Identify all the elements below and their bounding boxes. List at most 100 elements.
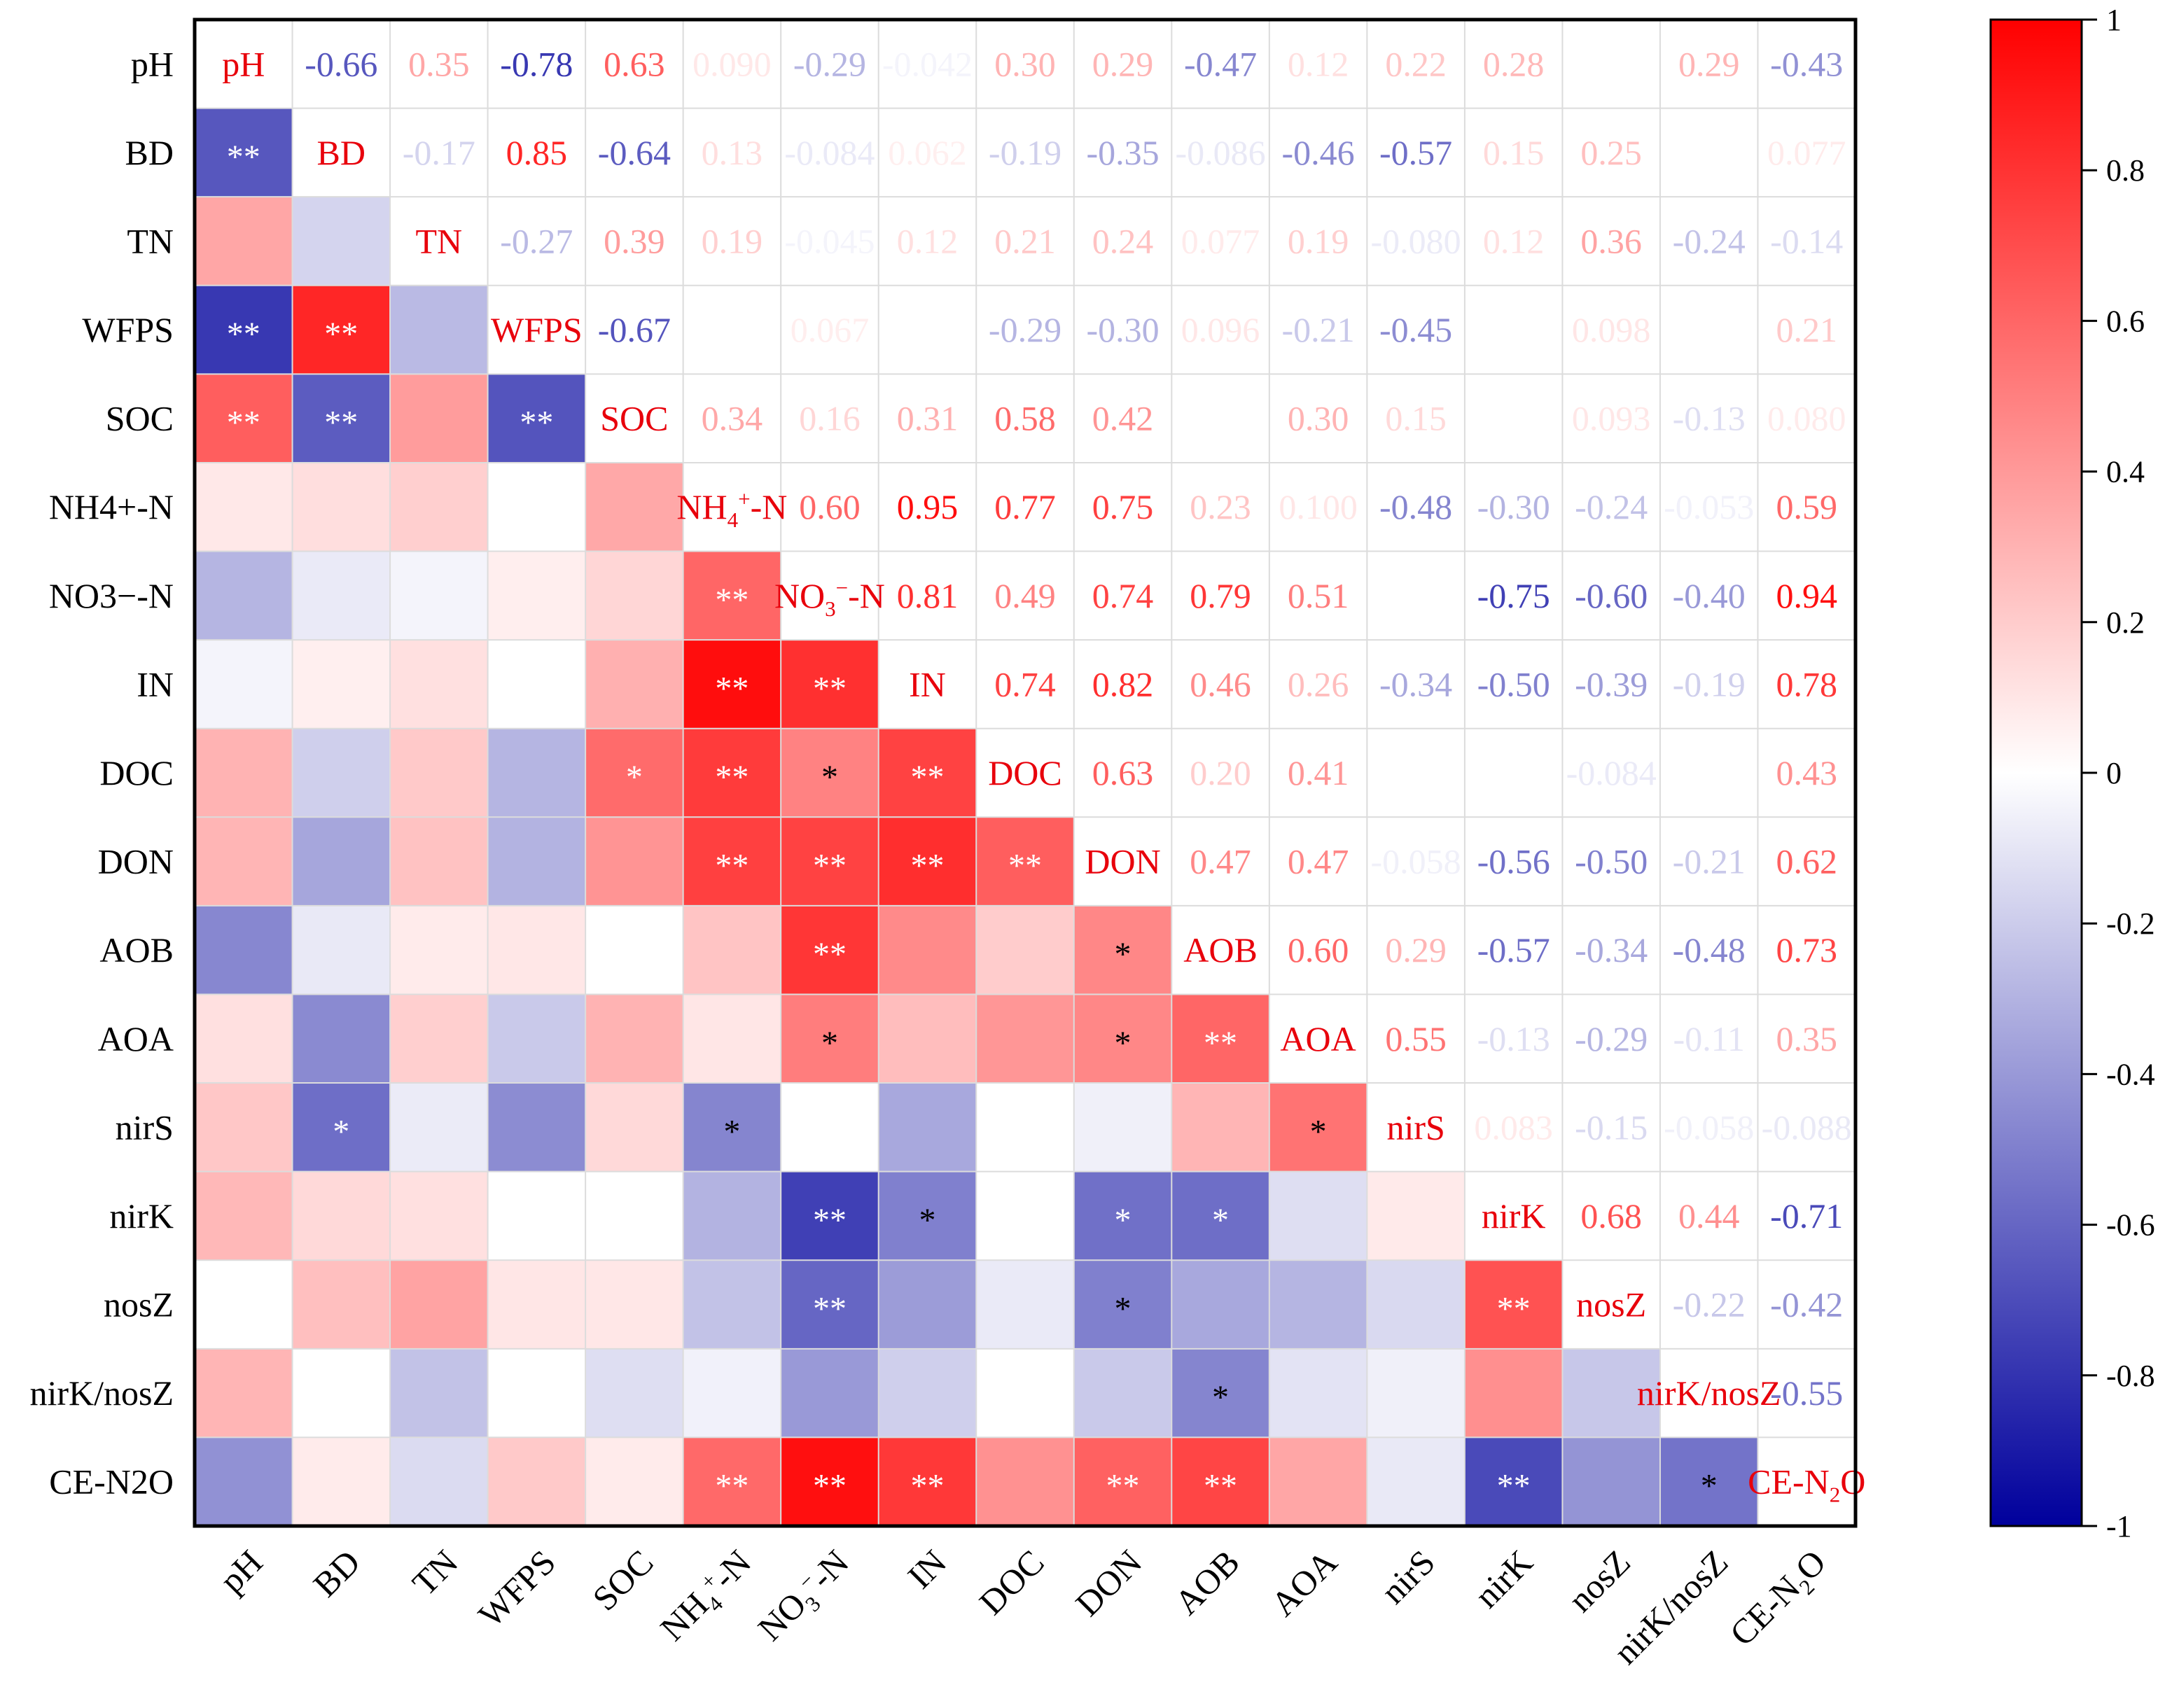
correlation-value: 0.098	[1572, 310, 1651, 349]
correlation-value: -0.058	[1371, 842, 1461, 881]
heatmap-cell	[878, 728, 977, 818]
heatmap-cell	[292, 905, 391, 995]
diagonal-label: nosZ	[1576, 1285, 1646, 1324]
significance-marker: **	[715, 670, 749, 707]
heatmap-cell	[292, 817, 391, 906]
heatmap-cell	[1269, 1260, 1367, 1350]
heatmap-cell	[1367, 1260, 1466, 1350]
heatmap-cell	[195, 462, 293, 552]
correlation-value: -0.19	[1673, 664, 1746, 704]
heatmap-cell	[390, 1083, 489, 1172]
y-tick-label: DON	[98, 842, 174, 881]
heatmap-cell	[1073, 994, 1172, 1084]
correlation-value: 0.78	[1776, 664, 1837, 704]
diagonal-label: BD	[317, 133, 366, 172]
heatmap-cell	[976, 994, 1075, 1084]
x-tick-label: nirK	[1467, 1542, 1540, 1615]
heatmap-cell	[195, 108, 293, 197]
heatmap-cell	[1367, 1171, 1466, 1261]
significance-marker: *	[1115, 936, 1132, 973]
correlation-value: -0.29	[989, 310, 1061, 349]
correlation-value: -0.56	[1477, 842, 1550, 881]
correlation-value: 0.30	[1288, 399, 1349, 438]
y-tick-label: nosZ	[104, 1285, 174, 1324]
heatmap-cell	[390, 817, 489, 906]
correlation-value: 0.19	[1288, 221, 1349, 260]
correlation-value: 0.067	[791, 310, 870, 349]
heatmap-cell	[781, 1348, 879, 1438]
significance-marker: **	[1497, 1468, 1531, 1505]
heatmap-cell	[292, 1437, 391, 1527]
correlation-value: 0.083	[1474, 1107, 1553, 1147]
correlation-value: -0.42	[1770, 1285, 1843, 1324]
x-tick-label: NO3−-N	[750, 1541, 861, 1652]
heatmap-cell	[1367, 1348, 1466, 1438]
significance-marker: **	[813, 936, 847, 973]
correlation-value: -0.48	[1673, 930, 1746, 969]
colorbar-tick-label: -0.8	[2106, 1359, 2155, 1393]
heatmap-cell	[1171, 1437, 1270, 1527]
heatmap-cell	[195, 640, 293, 729]
correlation-value: 0.44	[1678, 1196, 1740, 1236]
y-tick-label: SOC	[106, 399, 174, 438]
correlation-value: 0.62	[1776, 842, 1837, 881]
significance-marker: *	[1310, 1113, 1327, 1150]
correlation-value: -0.35	[1086, 133, 1159, 172]
significance-marker: **	[1008, 848, 1042, 885]
heatmap-cell	[292, 640, 391, 729]
correlation-value: -0.088	[1762, 1107, 1852, 1147]
heatmap-cell	[195, 197, 293, 286]
significance-marker: *	[1115, 1025, 1132, 1062]
y-axis-labels: pH BD TN WFPS SOC NH4+-N NO3−-N IN DOC DON AOB AOA n…	[29, 44, 174, 1501]
correlation-value: -0.34	[1379, 664, 1452, 704]
heatmap-cell	[1269, 1348, 1367, 1438]
correlation-value: 0.58	[994, 399, 1056, 438]
correlation-value: -0.21	[1282, 310, 1355, 349]
significance-marker: *	[333, 1113, 349, 1150]
heatmap-cell	[683, 1348, 781, 1438]
correlation-value: -0.78	[500, 44, 573, 83]
significance-marker: *	[1115, 1291, 1132, 1328]
y-tick-label: nirK/nosZ	[29, 1373, 174, 1413]
correlation-value: -0.34	[1575, 930, 1648, 969]
colorbar-tick-label: -0.4	[2106, 1057, 2155, 1091]
grid-lines	[195, 20, 1856, 1526]
heatmap-cell	[390, 1171, 489, 1261]
diagonal-label: NH4+-N	[676, 486, 787, 532]
heatmap-cell	[1073, 1260, 1172, 1350]
correlation-value: -0.13	[1673, 399, 1746, 438]
correlation-value: -0.084	[784, 133, 875, 172]
correlation-value: 0.15	[1483, 133, 1545, 172]
heatmap-cell	[487, 728, 586, 818]
correlation-value: 0.20	[1190, 753, 1251, 792]
correlation-value: 0.23	[1190, 487, 1251, 526]
significance-marker: *	[626, 759, 643, 796]
heatmap-cell	[195, 551, 293, 640]
heatmap-cell	[585, 462, 684, 552]
correlation-value: -0.46	[1282, 133, 1355, 172]
significance-marker: **	[324, 316, 358, 353]
heatmap-cell	[878, 1437, 977, 1527]
significance-marker: **	[715, 582, 749, 619]
diagonal-label: SOC	[600, 399, 668, 438]
heatmap-cell	[585, 1083, 684, 1172]
heatmap-cell	[390, 551, 489, 640]
significance-marker: **	[910, 848, 944, 885]
heatmap-cell	[683, 1260, 781, 1350]
correlation-value: -0.43	[1770, 44, 1843, 83]
y-tick-label: AOA	[98, 1019, 174, 1058]
heatmap-cell	[683, 640, 781, 729]
heatmap-cell	[195, 285, 293, 374]
correlation-value: -0.11	[1673, 1019, 1745, 1058]
significance-marker: **	[813, 848, 847, 885]
correlation-value: 0.31	[897, 399, 959, 438]
heatmap-cell	[390, 905, 489, 995]
correlation-value: 0.47	[1288, 842, 1349, 881]
significance-marker: *	[919, 1202, 935, 1239]
significance-marker: **	[813, 1202, 847, 1239]
correlation-value: 0.79	[1190, 576, 1251, 615]
correlation-value: -0.042	[882, 44, 973, 83]
x-tick-label: AOB	[1167, 1542, 1247, 1622]
heatmap-cell	[195, 817, 293, 906]
